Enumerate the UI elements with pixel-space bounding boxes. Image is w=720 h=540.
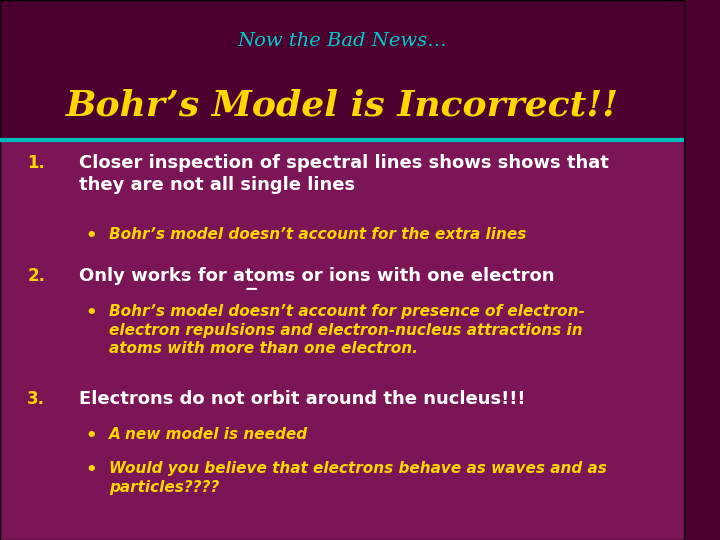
Text: Closer inspection of spectral lines shows shows that
they are not all single lin: Closer inspection of spectral lines show…	[78, 154, 608, 194]
Text: 2.: 2.	[27, 267, 45, 285]
Text: •: •	[86, 427, 97, 445]
Text: Now the Bad News…: Now the Bad News…	[237, 31, 447, 50]
Text: Bohr’s model doesn’t account for presence of electron-
electron repulsions and e: Bohr’s model doesn’t account for presenc…	[109, 304, 585, 356]
Text: Electrons do not orbit around the nucleus!!!: Electrons do not orbit around the nucleu…	[78, 390, 525, 408]
Text: 1.: 1.	[27, 154, 45, 172]
Text: Would you believe that electrons behave as waves and as
particles????: Would you believe that electrons behave …	[109, 461, 607, 495]
Text: 3.: 3.	[27, 390, 45, 408]
Text: Bohr’s model doesn’t account for the extra lines: Bohr’s model doesn’t account for the ext…	[109, 227, 527, 242]
Text: Only works for atoms or ions with one electron: Only works for atoms or ions with one el…	[78, 267, 554, 285]
Text: •: •	[86, 461, 97, 479]
Text: Bohr’s Model is Incorrect!!: Bohr’s Model is Incorrect!!	[66, 89, 618, 122]
FancyBboxPatch shape	[0, 0, 684, 140]
Text: •: •	[86, 227, 97, 245]
FancyBboxPatch shape	[0, 140, 684, 540]
Text: A new model is needed: A new model is needed	[109, 427, 309, 442]
Text: •: •	[86, 304, 97, 322]
